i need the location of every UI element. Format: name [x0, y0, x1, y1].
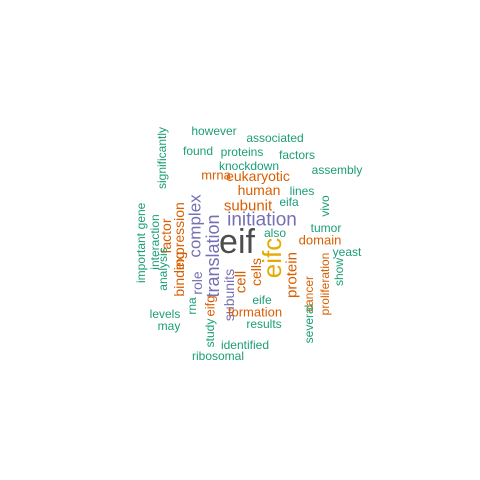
cloud-word: vivo	[318, 195, 332, 217]
cloud-word: binding	[171, 251, 187, 296]
cloud-word: important	[134, 232, 148, 283]
cloud-word: show	[332, 258, 346, 286]
cloud-word: results	[246, 317, 281, 331]
cloud-word: expression	[171, 202, 187, 270]
cloud-word: factor	[158, 218, 174, 253]
cloud-word: eukaryotic	[226, 168, 290, 184]
cloud-word: protein	[284, 252, 301, 298]
cloud-word: yeast	[333, 245, 362, 259]
cloud-word: may	[158, 319, 181, 333]
cloud-word: role	[189, 271, 205, 295]
cloud-word: eifa	[279, 195, 299, 209]
cloud-word: knockdown	[219, 159, 279, 173]
cloud-word: subunit	[224, 198, 273, 215]
cloud-word: cancer	[302, 276, 316, 312]
cloud-word: proliferation	[318, 253, 332, 316]
cloud-word: study	[203, 319, 217, 348]
cloud-word: factors	[279, 148, 315, 162]
cloud-word: lines	[290, 184, 315, 198]
cloud-word: identified	[221, 338, 269, 352]
cloud-word: eifg	[203, 296, 218, 317]
cloud-word: assembly	[312, 163, 363, 177]
cloud-word: levels	[150, 307, 181, 321]
cloud-word: associated	[246, 131, 303, 145]
cloud-word: interaction	[148, 214, 162, 269]
cloud-word: mrna	[201, 168, 231, 183]
cloud-word: initiation	[227, 210, 297, 231]
cloud-word: formation	[228, 305, 282, 320]
cloud-word: eif	[219, 223, 255, 261]
cloud-word: ribosomal	[192, 349, 244, 363]
cloud-word: human	[238, 182, 281, 198]
cloud-word: subunits	[221, 269, 237, 321]
cloud-word: cell	[233, 271, 250, 294]
cloud-word: several	[302, 305, 316, 344]
cloud-word: eifc	[257, 238, 287, 278]
cloud-word: translation	[203, 214, 223, 297]
cloud-word: proteins	[221, 145, 264, 159]
cloud-word: significantly	[155, 127, 169, 189]
cloud-word: gene	[134, 202, 148, 229]
cloud-word: eife	[252, 293, 272, 307]
cloud-word: rna	[185, 297, 199, 315]
cloud-word: analysis	[156, 247, 170, 290]
cloud-word: however	[191, 124, 236, 138]
cloud-word: found	[183, 144, 213, 158]
cloud-word: complex	[186, 194, 205, 258]
cloud-word: tumor	[311, 221, 342, 235]
cloud-word: also	[264, 226, 286, 240]
cloud-word: cells	[248, 258, 264, 286]
cloud-word: domain	[299, 233, 342, 248]
